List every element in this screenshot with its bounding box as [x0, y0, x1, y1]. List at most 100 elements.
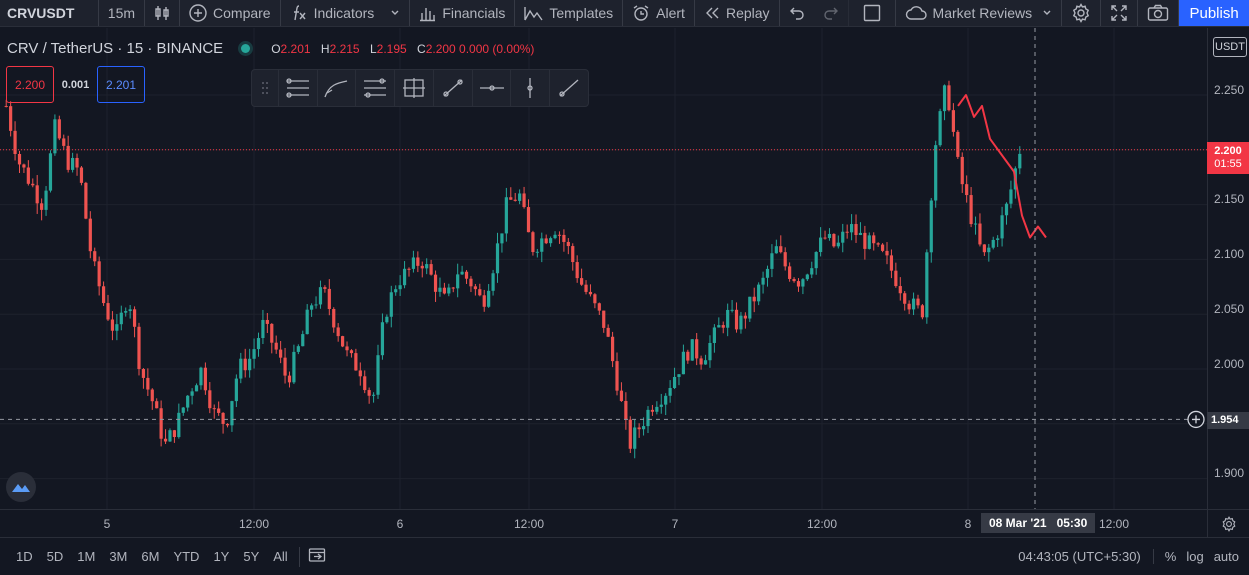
range-3m[interactable]: 3M: [109, 549, 128, 564]
candle-body: [942, 85, 947, 112]
redo-button[interactable]: [814, 0, 849, 26]
templates-button[interactable]: Templates: [515, 0, 624, 26]
financials-button[interactable]: Financials: [410, 0, 516, 26]
candle-body: [518, 193, 522, 201]
financials-label: Financials: [442, 5, 506, 21]
chart-pane[interactable]: [0, 28, 1207, 509]
fx-icon: [293, 5, 306, 21]
trend-line-tool[interactable]: [432, 69, 472, 107]
fullscreen-button[interactable]: [1101, 0, 1139, 26]
candle-body: [996, 238, 1000, 240]
candle-body: [836, 242, 840, 247]
candle-body: [805, 274, 809, 280]
curve-tool[interactable]: [316, 69, 356, 107]
vertical-line-tool[interactable]: [510, 69, 549, 107]
candle-body: [265, 319, 269, 324]
candle-body: [389, 292, 393, 317]
measure-tool[interactable]: [394, 69, 433, 107]
market-status-dot[interactable]: [241, 44, 251, 53]
chevron-down-icon: [1043, 10, 1051, 15]
candle-body: [411, 257, 416, 269]
range-6m[interactable]: 6M: [141, 549, 160, 564]
axis-settings-button[interactable]: [1207, 509, 1249, 537]
candle-body: [243, 358, 247, 371]
ray-tool[interactable]: [549, 69, 588, 107]
range-1d[interactable]: 1D: [16, 549, 33, 564]
candle-body: [478, 289, 482, 296]
candle-body: [398, 285, 402, 290]
range-5y[interactable]: 5Y: [243, 549, 260, 564]
candle-body: [345, 346, 349, 351]
candle-body: [79, 167, 84, 183]
settings-button[interactable]: [1062, 0, 1102, 26]
candle-body: [765, 268, 770, 278]
market-reviews-button[interactable]: Market Reviews: [896, 0, 1063, 26]
range-1m[interactable]: 1M: [77, 549, 96, 564]
candle-body: [292, 351, 296, 383]
range-all[interactable]: All: [273, 549, 288, 564]
range-5d[interactable]: 5D: [46, 549, 64, 564]
candle-body: [655, 406, 659, 412]
tradingview-logo[interactable]: [6, 472, 36, 502]
candle-body: [978, 223, 982, 245]
legend-title[interactable]: CRV / TetherUS · 15 · BINANCE: [7, 40, 224, 57]
publish-label: Publish: [1189, 4, 1239, 22]
candle-body: [562, 234, 566, 242]
undo-button[interactable]: [780, 0, 814, 26]
candle-body: [991, 239, 995, 248]
candle-body: [544, 238, 548, 244]
candle-body: [571, 246, 575, 263]
bar-chart-icon: [420, 7, 436, 21]
indicators-button[interactable]: Indicators: [281, 0, 411, 26]
candle-body: [792, 278, 796, 282]
grip-icon: [261, 82, 268, 94]
candle-body: [332, 308, 336, 328]
alert-button[interactable]: Alert: [623, 0, 695, 26]
range-1y[interactable]: 1Y: [213, 549, 230, 564]
forecast-line: [957, 94, 1047, 239]
timezone-clock[interactable]: 04:43:05 (UTC+5:30): [1018, 549, 1141, 564]
candle-body: [181, 407, 185, 413]
candle-body: [13, 130, 17, 154]
auto-toggle[interactable]: auto: [1213, 549, 1239, 564]
candle-body: [155, 401, 159, 409]
publish-button[interactable]: Publish: [1179, 0, 1249, 26]
rewind-icon: [705, 7, 719, 19]
candle-body: [464, 271, 469, 279]
candle-body: [88, 218, 92, 252]
drag-handle[interactable]: [252, 81, 278, 95]
chart-type-button[interactable]: [145, 0, 181, 26]
compare-button[interactable]: Compare: [180, 0, 281, 26]
sell-price-button[interactable]: 2.200: [6, 66, 54, 103]
currency-badge[interactable]: USDT: [1213, 37, 1247, 57]
candle-body: [739, 315, 743, 330]
price-axis[interactable]: 2.250 2.150 2.100 2.050 2.000 1.900: [1207, 28, 1249, 509]
candle-body: [53, 119, 57, 154]
bottom-toolbar: 1D 5D 1M 3M 6M YTD 1Y 5Y All 04:43:05 (U…: [0, 537, 1249, 575]
percent-toggle[interactable]: %: [1152, 549, 1187, 564]
time-axis[interactable]: 5 12:00 6 12:00 7 12:00 8 12:00: [0, 509, 1207, 537]
goto-date-button[interactable]: [308, 547, 326, 566]
range-ytd[interactable]: YTD: [173, 549, 200, 564]
fib-tool[interactable]: [355, 69, 394, 107]
candle-body: [447, 287, 451, 294]
replay-button[interactable]: Replay: [695, 0, 780, 26]
interval-button[interactable]: 15m: [99, 0, 146, 26]
candle-body: [22, 164, 26, 168]
parallel-channel-icon: [286, 78, 309, 98]
symbol-label: CRVUSDT: [7, 5, 75, 21]
candle-body: [84, 182, 88, 219]
candle-body: [35, 185, 39, 204]
price-chart[interactable]: [0, 28, 1207, 509]
log-toggle[interactable]: log: [1186, 549, 1204, 564]
x-tick: 12:00: [1098, 517, 1130, 531]
pitchfork-tool[interactable]: [277, 69, 317, 107]
candle-body: [1009, 189, 1013, 204]
buy-price-button[interactable]: 2.201: [97, 66, 145, 103]
candle-body: [212, 408, 216, 410]
candle-body: [880, 244, 885, 251]
snapshot-button[interactable]: [1138, 0, 1180, 26]
horizontal-line-tool[interactable]: [471, 69, 511, 107]
layout-button[interactable]: [849, 0, 896, 26]
symbol-search-button[interactable]: CRVUSDT: [0, 0, 99, 26]
